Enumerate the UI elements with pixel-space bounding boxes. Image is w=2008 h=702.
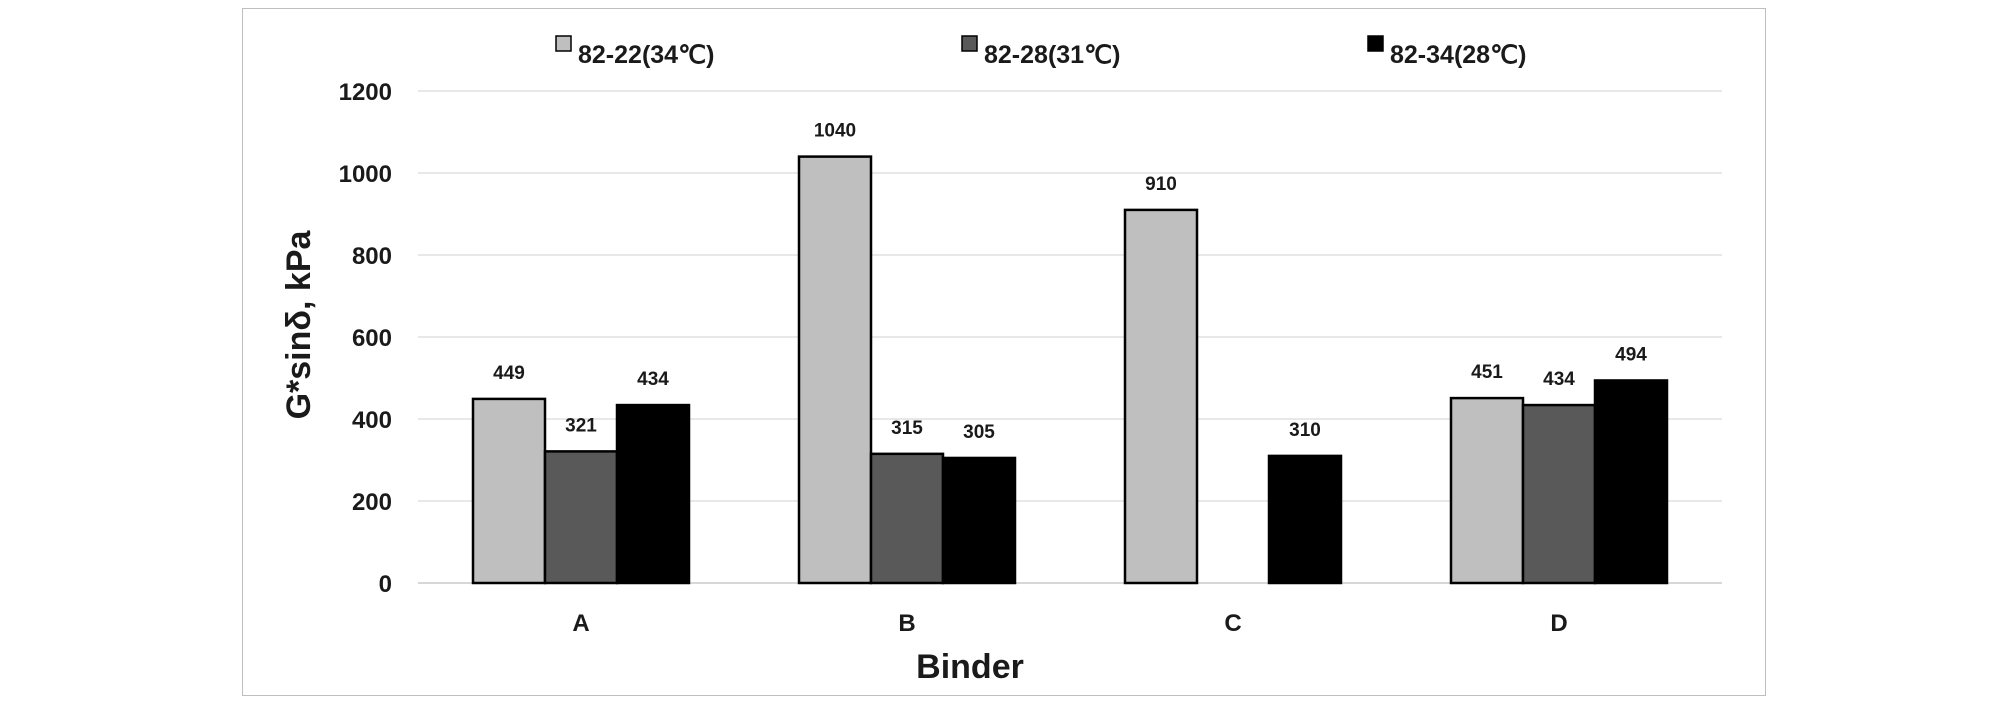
x-tick-label: C xyxy=(1224,610,1241,637)
data-labels: 449 321 434 1040 315 305 910 310 451 434 494 xyxy=(493,121,1647,443)
data-label: 310 xyxy=(1289,420,1321,441)
data-label: 434 xyxy=(637,369,669,390)
data-label: 494 xyxy=(1615,344,1647,365)
legend-swatch xyxy=(961,35,978,52)
x-tick-label: A xyxy=(572,610,589,637)
legend-label: 82-28(31℃) xyxy=(984,41,1120,69)
data-label: 305 xyxy=(963,422,995,443)
x-tick-label: D xyxy=(1550,610,1567,637)
y-tick-label: 1200 xyxy=(339,79,392,106)
x-tick-label: B xyxy=(898,610,915,637)
bar xyxy=(471,397,547,585)
bars xyxy=(471,155,1669,585)
bar xyxy=(1449,396,1525,585)
bar xyxy=(1593,379,1669,585)
bar xyxy=(543,450,619,585)
data-label: 321 xyxy=(565,415,597,436)
y-axis-ticks: 0 200 400 600 800 1000 1200 xyxy=(339,79,392,598)
bar xyxy=(1267,454,1343,585)
data-label: 1040 xyxy=(814,121,856,142)
y-tick-label: 600 xyxy=(352,325,392,352)
data-label: 451 xyxy=(1471,362,1503,383)
x-axis-title: Binder xyxy=(916,648,1024,686)
legend-swatch xyxy=(1367,35,1384,52)
y-tick-label: 800 xyxy=(352,243,392,270)
legend-label: 82-34(28℃) xyxy=(1390,41,1526,69)
bar xyxy=(869,452,945,585)
y-tick-label: 200 xyxy=(352,489,392,516)
legend-label: 82-22(34℃) xyxy=(578,41,714,69)
y-tick-label: 400 xyxy=(352,407,392,434)
y-tick-label: 1000 xyxy=(339,161,392,188)
bar xyxy=(1521,403,1597,585)
legend: 82-22(34℃) 82-28(31℃) 82-34(28℃) xyxy=(555,35,1526,69)
bar xyxy=(615,403,691,585)
bar xyxy=(797,155,873,585)
bar xyxy=(941,456,1017,585)
bar xyxy=(1123,208,1199,585)
data-label: 910 xyxy=(1145,174,1177,195)
data-label: 449 xyxy=(493,363,525,384)
y-tick-label: 0 xyxy=(379,571,392,598)
y-axis-title: G*sinδ, kPa xyxy=(280,230,318,420)
data-label: 315 xyxy=(891,418,923,439)
data-label: 434 xyxy=(1543,369,1575,390)
x-axis-ticks: A B C D xyxy=(572,610,1567,637)
legend-swatch xyxy=(555,35,572,52)
